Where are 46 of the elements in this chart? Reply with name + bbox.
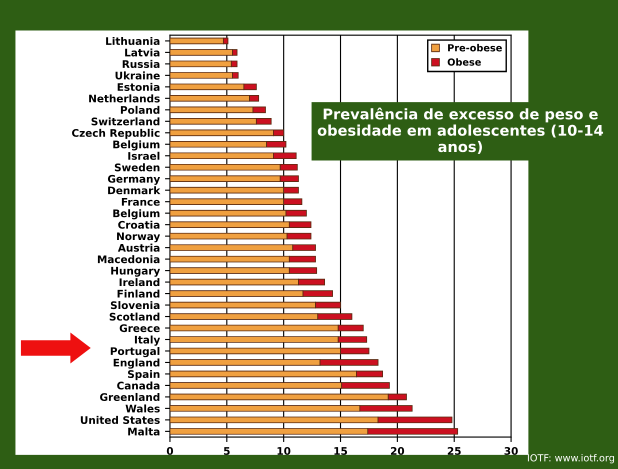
legend-label: Obese (448, 58, 481, 66)
x-tick-label: 30 (504, 447, 518, 455)
y-tick-label: Malta (128, 427, 160, 436)
y-tick-label: England (114, 358, 160, 369)
y-tick-label: Belgium (113, 209, 160, 220)
legend-label: Pre-obese (448, 44, 502, 52)
y-tick-label: Denmark (108, 186, 160, 194)
y-tick-label: Croatia (118, 220, 160, 229)
y-tick-label: Greece (120, 324, 160, 332)
x-tick-label: 15 (334, 447, 348, 455)
y-tick-label: Scotland (110, 312, 160, 321)
y-tick-label: Slovenia (110, 301, 160, 310)
x-tick-label: 20 (390, 447, 404, 455)
y-tick-label: Spain (128, 370, 160, 380)
x-tick-label: 25 (448, 447, 461, 455)
y-tick-label: United States (80, 416, 160, 424)
text: IOTF: www.iotf.org (528, 454, 614, 464)
y-tick-label: Germany (108, 174, 160, 185)
y-tick-label: Russia (122, 60, 160, 68)
y-tick-label: Israel (128, 152, 160, 160)
y-tick-label: Greenland (100, 392, 160, 402)
y-tick-label: Sweden (114, 163, 160, 172)
y-tick-label: Austria (118, 244, 160, 252)
y-tick-label: Belgium (113, 140, 160, 150)
x-tick-label: 10 (278, 447, 290, 455)
y-tick-label: Wales (126, 404, 160, 413)
y-tick-label: Canada (117, 381, 160, 390)
y-tick-label: Czech Republic (72, 128, 160, 139)
y-tick-label: France (122, 198, 160, 206)
y-tick-label: Macedonia (98, 255, 160, 264)
y-tick-label: Ireland (120, 278, 160, 286)
y-tick-label: Estonia (118, 82, 160, 91)
y-tick-label: Switzerland (92, 117, 160, 126)
text: Prevalência de excesso de peso e obesidade em adolescentes (10-14 anos) (318, 108, 604, 154)
y-tick-label: Italy (134, 336, 160, 346)
y-tick-label: Latvia (125, 48, 160, 57)
y-tick-label: Poland (120, 106, 160, 114)
y-tick-label: Netherlands (89, 94, 160, 102)
y-tick-label: Hungary (111, 266, 160, 277)
x-tick-label: 5 (224, 447, 230, 455)
y-tick-label: Portugal (110, 347, 160, 358)
y-tick-label: Ukraine (116, 71, 160, 80)
y-tick-label: Lithuania (106, 36, 160, 46)
x-tick-label: 0 (166, 447, 174, 455)
y-tick-label: Norway (117, 232, 160, 242)
y-tick-label: Finland (118, 290, 160, 298)
